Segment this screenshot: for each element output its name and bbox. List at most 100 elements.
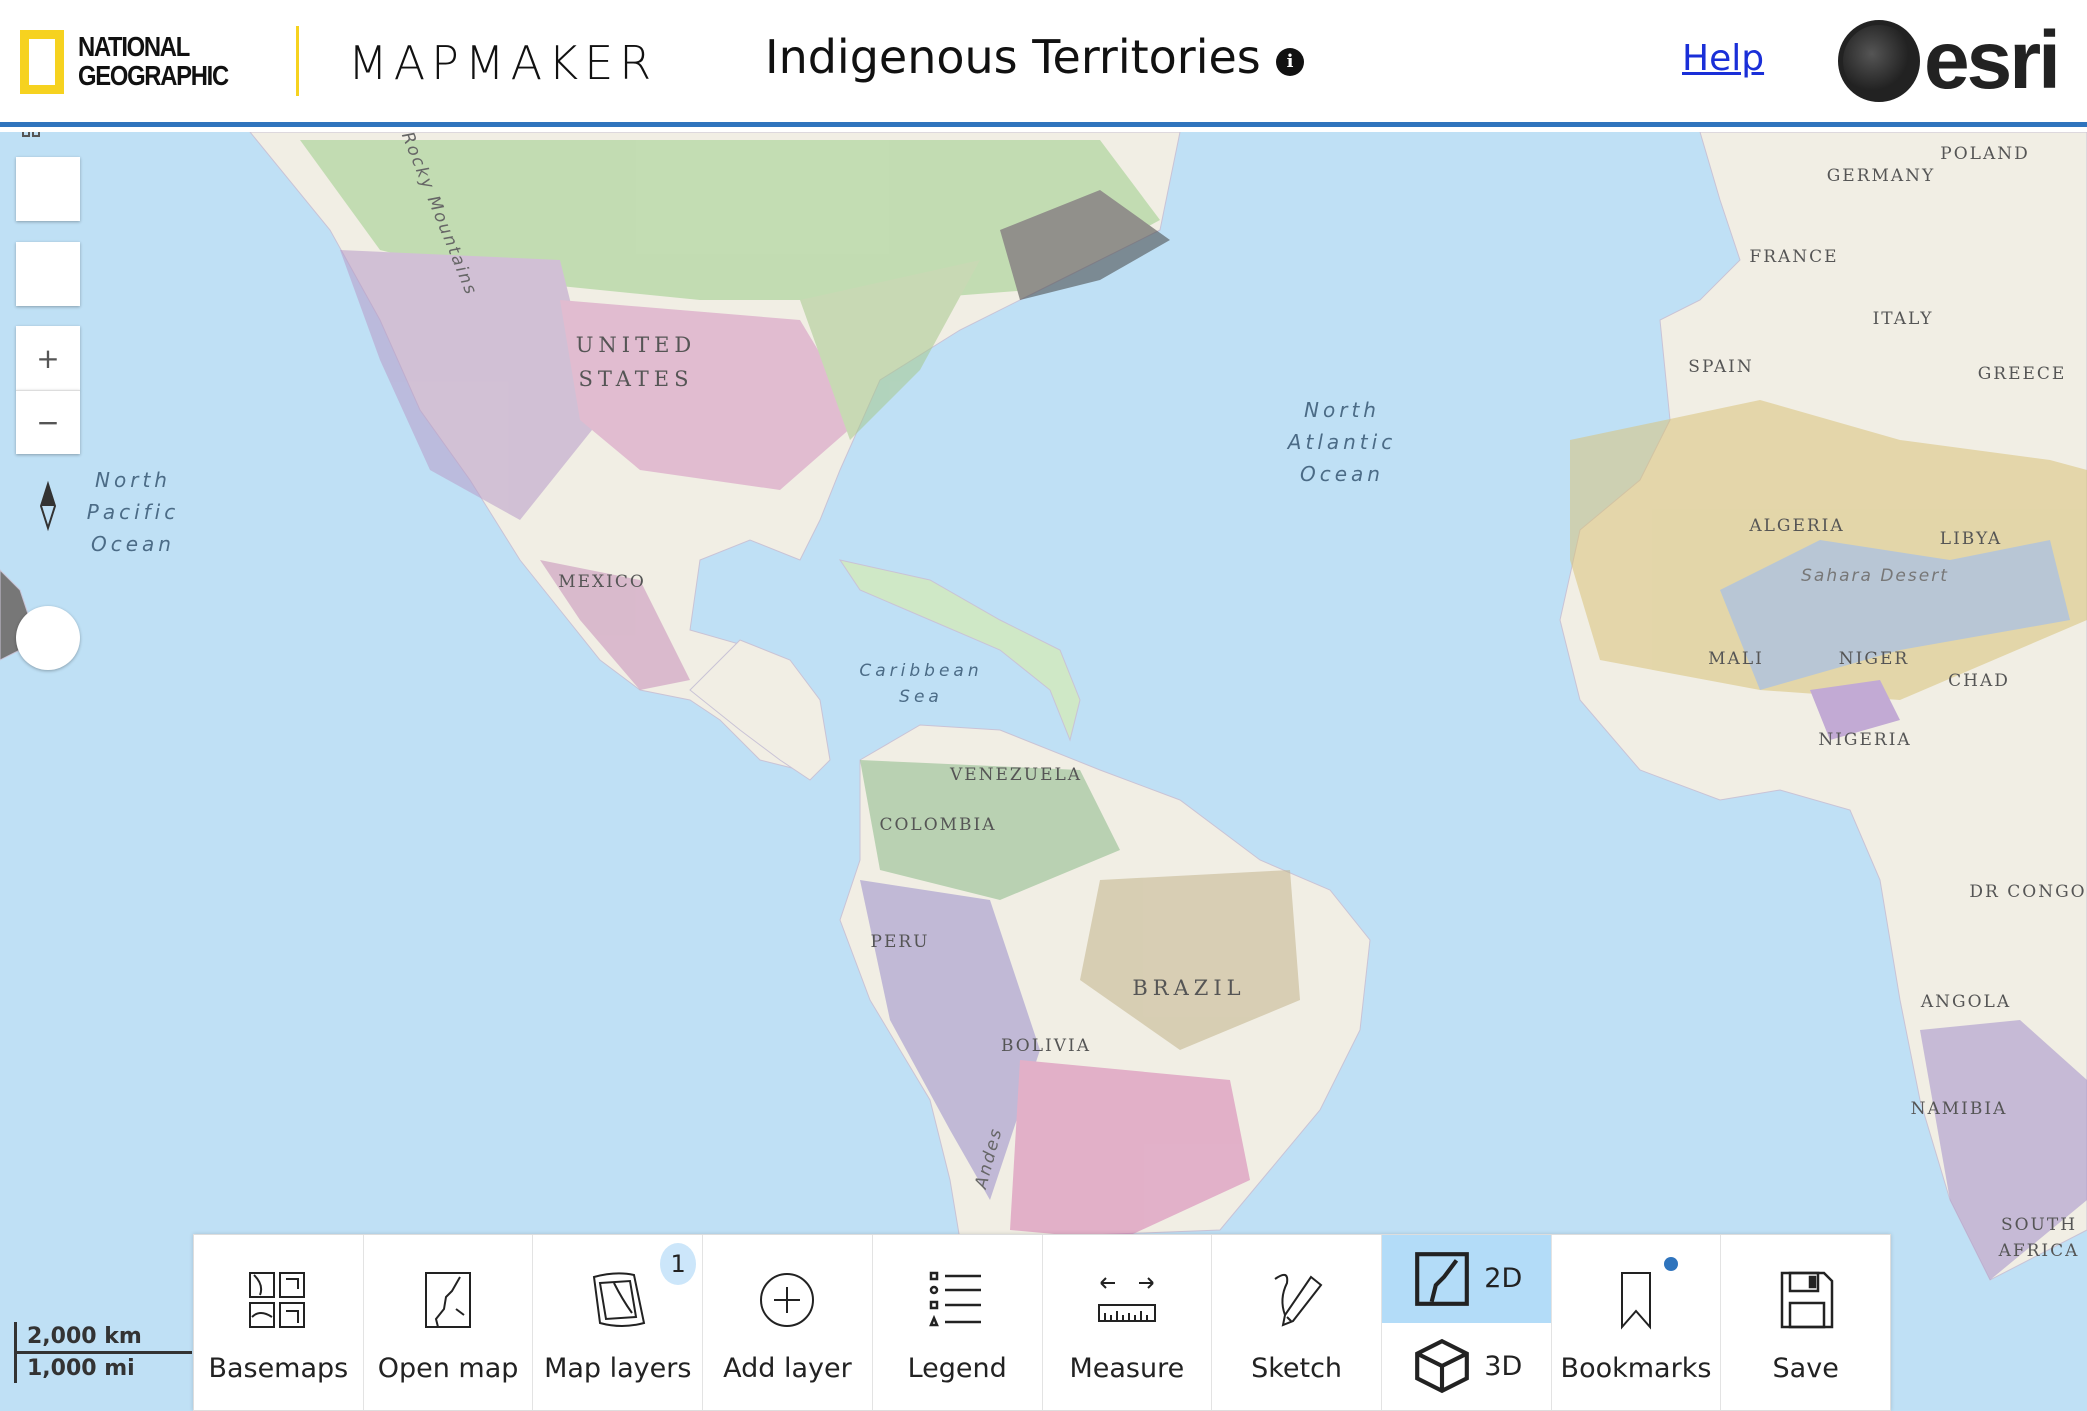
territory-east-canada	[1000, 190, 1170, 300]
label-italy: ITALY	[1872, 309, 1934, 329]
label-niger: NIGER	[1838, 649, 1910, 669]
caribbean-islands	[838, 559, 1081, 742]
label-namibia: NAMIBIA	[1910, 1099, 2008, 1119]
compass-icon	[39, 480, 57, 532]
save-button[interactable]: Save	[1721, 1235, 1890, 1410]
bookmarks-notification-dot	[1664, 1257, 1679, 1271]
mode-2d-label: 2D	[1484, 1263, 1523, 1295]
zoom-out-button[interactable]: −	[16, 390, 80, 454]
territory-sa-south	[1010, 1060, 1250, 1240]
map-layers-icon	[592, 1272, 645, 1327]
label-venezuela: VENEZUELA	[949, 765, 1083, 785]
label-greece: GREECE	[1977, 364, 2067, 384]
label-libya: LIBYA	[1939, 529, 2003, 549]
label-south-africa: SOUTH AFRICA	[1999, 1212, 2080, 1264]
basemaps-button[interactable]: Basemaps	[194, 1235, 364, 1410]
territory-namibia	[1920, 1020, 2087, 1280]
label-france: FRANCE	[1749, 247, 1839, 267]
label-bolivia: BOLIVIA	[1000, 1036, 1092, 1056]
label-chad: CHAD	[1948, 671, 2010, 691]
indigenous-territories	[300, 140, 2087, 1280]
cube-icon	[1415, 1339, 1470, 1394]
bottom-toolbar: Basemaps Open map 1 Map layers Add layer…	[193, 1234, 1891, 1411]
legend-button[interactable]: Legend	[873, 1235, 1043, 1410]
territory-brazil	[1080, 870, 1300, 1050]
label-caribbean: Caribbean Sea	[859, 658, 982, 710]
sketch-button[interactable]: Sketch	[1212, 1235, 1382, 1410]
map-view[interactable]: North Pacific Ocean North Atlantic Ocean…	[0, 132, 2087, 1411]
label-line: UNITED	[575, 333, 697, 357]
label-north-pacific: North Pacific Ocean	[87, 464, 179, 560]
map-layers-button[interactable]: 1 Map layers	[533, 1235, 704, 1410]
bookmarks-label: Bookmarks	[1560, 1353, 1712, 1384]
compass-button[interactable]	[16, 480, 80, 670]
label-line: Ocean	[91, 532, 175, 556]
territory-sa-west	[860, 880, 1040, 1200]
label-mexico: MEXICO	[558, 572, 646, 592]
save-floppy-icon	[1780, 1271, 1833, 1329]
label-colombia: COLOMBIA	[879, 815, 997, 835]
label-germany: GERMANY	[1826, 166, 1936, 186]
map-canvas	[0, 132, 2087, 1281]
header-divider	[296, 26, 299, 96]
territory-us-east	[800, 260, 980, 440]
bookmarks-button[interactable]: Bookmarks	[1552, 1235, 1722, 1410]
map-2d-icon	[1415, 1251, 1470, 1306]
mode-3d-label: 3D	[1484, 1350, 1523, 1382]
zoom-in-button[interactable]: +	[16, 326, 80, 390]
natgeo-logo-frame	[20, 30, 64, 94]
territory-us-central	[560, 300, 860, 490]
label-line: Caribbean	[859, 661, 983, 681]
add-layer-button[interactable]: Add layer	[703, 1235, 873, 1410]
help-link[interactable]: Help	[1682, 38, 1765, 79]
label-line: Sea	[899, 687, 943, 707]
pencil-icon	[1273, 1273, 1322, 1327]
save-label: Save	[1772, 1353, 1839, 1384]
label-poland: POLAND	[1940, 144, 2030, 164]
esri-logo: esri	[1838, 15, 2061, 106]
measure-icon	[1097, 1277, 1156, 1322]
scale-bar: 2,000 km 1,000 mi	[14, 1322, 192, 1383]
measure-label: Measure	[1069, 1353, 1185, 1384]
map-title: Indigenous Territories	[765, 30, 1261, 84]
open-map-label: Open map	[377, 1353, 519, 1384]
home-button[interactable]	[16, 132, 80, 306]
app-header: NATIONAL GEOGRAPHIC MAPMAKER Indigenous …	[0, 0, 2087, 127]
add-circle-icon	[760, 1273, 815, 1327]
open-map-icon	[425, 1272, 472, 1328]
view-mode-toggle[interactable]: 2D 3D	[1381, 1235, 1552, 1411]
label-line: STATES	[578, 367, 694, 391]
bookmark-icon	[1620, 1272, 1651, 1330]
label-nigeria: NIGERIA	[1818, 730, 1912, 750]
label-mali: MALI	[1708, 649, 1764, 669]
label-angola: ANGOLA	[1920, 992, 2012, 1012]
central-america	[689, 639, 831, 781]
search-button[interactable]	[16, 157, 80, 221]
label-algeria: ALGERIA	[1749, 516, 1845, 536]
territory-us-west	[340, 250, 600, 520]
legend-label: Legend	[907, 1353, 1007, 1384]
basemaps-icon	[249, 1272, 306, 1328]
label-united-states: UNITED STATES	[576, 328, 697, 396]
map-layers-badge: 1	[660, 1243, 697, 1285]
label-brazil: BRAZIL	[1132, 976, 1246, 1000]
label-line: North	[95, 468, 171, 492]
measure-button[interactable]: Measure	[1043, 1235, 1213, 1410]
map-layers-label: Map layers	[544, 1353, 692, 1384]
territory-sa-north	[860, 760, 1120, 900]
mode-3d-button[interactable]: 3D	[1382, 1323, 1551, 1411]
basemaps-label: Basemaps	[208, 1353, 349, 1384]
legend-icon	[929, 1271, 982, 1327]
info-icon[interactable]: i	[1276, 48, 1304, 76]
mode-2d-button[interactable]: 2D	[1381, 1235, 1551, 1323]
label-peru: PERU	[870, 932, 930, 952]
label-line: North	[1304, 398, 1380, 422]
label-sahara: Sahara Desert	[1801, 566, 1949, 586]
territory-mexico	[540, 560, 690, 690]
app-name: MAPMAKER	[348, 36, 658, 90]
label-spain: SPAIN	[1688, 357, 1754, 377]
open-map-button[interactable]: Open map	[364, 1235, 534, 1410]
label-line: SOUTH	[2000, 1215, 2078, 1235]
label-dr-congo: DR CONGO	[1969, 882, 2087, 902]
label-line: AFRICA	[1998, 1241, 2080, 1261]
